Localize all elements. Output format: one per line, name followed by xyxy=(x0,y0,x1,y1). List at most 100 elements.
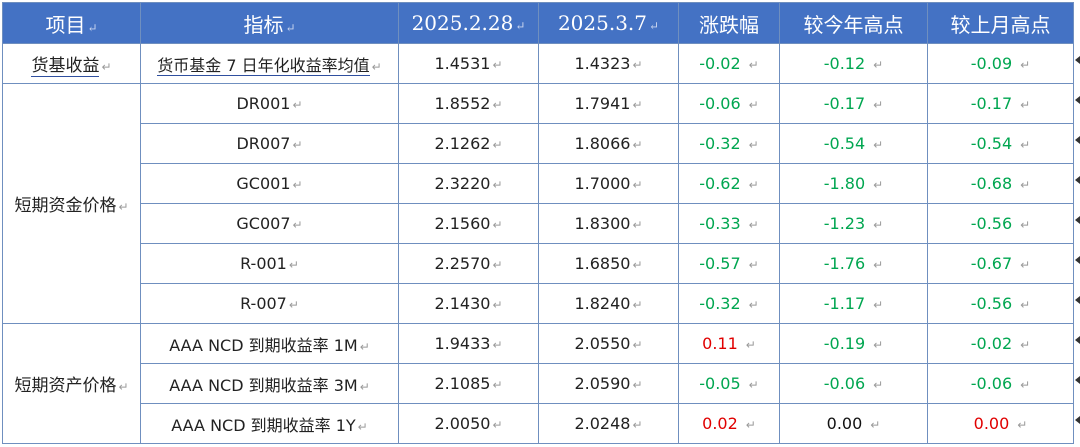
change-value: -0.05 xyxy=(699,374,741,393)
return-mark: ↵ xyxy=(1020,98,1031,112)
change-value-cell: 0.02 ↵ xyxy=(678,403,780,444)
value-date-1: 2.3220 xyxy=(434,174,491,193)
return-mark: ↵ xyxy=(492,218,503,232)
change-value-cell: -0.57 ↵ xyxy=(678,243,780,284)
value-date-2-cell: 1.8066 ↵ xyxy=(538,123,679,164)
return-mark: ↵ xyxy=(288,258,299,272)
vs-month-high-value-cell: -0.17 ↵ xyxy=(927,83,1074,124)
return-mark: ↵ xyxy=(748,378,759,392)
row-end-marker xyxy=(1075,336,1080,344)
return-mark: ↵ xyxy=(359,339,370,354)
value-date-1-cell: 1.4531 ↵ xyxy=(398,43,539,84)
vs-year-high-value-cell: -1.17 ↵ xyxy=(779,283,928,324)
value-date-1-cell: 2.1560 ↵ xyxy=(398,203,539,244)
return-mark: ↵ xyxy=(288,298,299,312)
return-mark: ↵ xyxy=(632,218,643,232)
value-date-2: 1.8240 xyxy=(574,294,631,313)
category-cell: 短期资产价格 ↵ xyxy=(2,323,141,444)
vs-month-high-value: -0.09 xyxy=(970,54,1013,73)
value-date-2: 1.7941 xyxy=(574,94,631,113)
value-date-2: 1.8300 xyxy=(574,214,631,233)
value-date-1: 2.1430 xyxy=(434,294,491,313)
return-mark: ↵ xyxy=(492,418,503,432)
return-mark: ↵ xyxy=(632,338,643,352)
value-date-1: 2.1560 xyxy=(434,214,491,233)
change-value: -0.62 xyxy=(699,174,741,193)
indicator-cell: DR007 xyxy=(236,134,291,153)
value-date-1-cell: 2.1262 ↵ xyxy=(398,123,539,164)
vs-year-high-value-cell: -0.12 ↵ xyxy=(779,43,928,84)
return-mark: ↵ xyxy=(292,98,303,112)
table-row: DR007 ↵ 2.1262 ↵ 1.8066 ↵ -0.32 ↵ -0.54 ↵ -0.54 ↵ xyxy=(3,123,1074,164)
return-mark: ↵ xyxy=(492,178,503,192)
return-mark: ↵ xyxy=(748,178,759,192)
change-value-cell: 0.11 ↵ xyxy=(678,323,780,364)
value-date-2: 1.6850 xyxy=(574,254,631,273)
change-value: -0.33 xyxy=(699,214,741,233)
return-mark: ↵ xyxy=(873,178,884,192)
indicator-cell-cell: DR007 ↵ xyxy=(140,123,399,164)
row-end-marker xyxy=(1075,136,1080,144)
vs-month-high-value-cell: -0.06 ↵ xyxy=(927,363,1074,404)
value-date-2-cell: 2.0550 ↵ xyxy=(538,323,679,364)
row-end-marker xyxy=(1075,296,1080,304)
value-date-1: 1.8552 xyxy=(434,94,491,113)
vs-year-high-value-cell: 0.00 ↵ xyxy=(779,403,928,444)
return-mark: ↵ xyxy=(1020,338,1031,352)
return-mark: ↵ xyxy=(1020,258,1031,272)
return-mark: ↵ xyxy=(748,258,759,272)
return-mark: ↵ xyxy=(873,338,884,352)
return-mark: ↵ xyxy=(632,298,643,312)
return-mark: ↵ xyxy=(748,58,759,72)
return-mark: ↵ xyxy=(748,298,759,312)
header-change: 涨跌幅 xyxy=(678,2,780,44)
vs-year-high-value-cell: -0.19 ↵ xyxy=(779,323,928,364)
header-date-1: 2025.2.28 ↵ xyxy=(398,2,539,44)
return-mark: ↵ xyxy=(873,58,884,72)
value-date-1-cell: 2.3220 ↵ xyxy=(398,163,539,204)
vs-year-high-value-cell: -0.54 ↵ xyxy=(779,123,928,164)
return-mark: ↵ xyxy=(492,338,503,352)
row-end-marker xyxy=(1075,416,1080,424)
return-mark: ↵ xyxy=(1020,178,1031,192)
header-vs-year-high: 较今年高点 xyxy=(779,2,928,44)
change-value-cell: -0.05 ↵ xyxy=(678,363,780,404)
vs-month-high-value-cell: -0.67 ↵ xyxy=(927,243,1074,284)
table-row: R-007 ↵ 2.1430 ↵ 1.8240 ↵ -0.32 ↵ -1.17 ↵ -0.56 ↵ xyxy=(3,283,1074,324)
header-item: 项目 ↵ xyxy=(2,2,141,44)
vs-year-high-value: -1.17 xyxy=(823,294,866,313)
return-mark: ↵ xyxy=(292,178,303,192)
table-row: AAA NCD 到期收益率 3M ↵ 2.1085 ↵ 2.0590 ↵ -0.05 ↵ -0.… xyxy=(3,363,1074,404)
value-date-2-cell: 1.4323 ↵ xyxy=(538,43,679,84)
table-row: GC007 ↵ 2.1560 ↵ 1.8300 ↵ -0.33 ↵ -1.23 ↵ -0.56 ↵ xyxy=(3,203,1074,244)
return-mark: ↵ xyxy=(873,298,884,312)
header-indicator: 指标 ↵ xyxy=(140,2,399,44)
indicator-cell-cell: AAA NCD 到期收益率 3M ↵ xyxy=(140,363,399,404)
value-date-2: 1.7000 xyxy=(574,174,631,193)
category-cell: 短期资金价格 ↵ xyxy=(2,83,141,324)
return-mark: ↵ xyxy=(101,60,112,74)
vs-month-high-value-cell: -0.02 ↵ xyxy=(927,323,1074,364)
row-end-marker xyxy=(1075,96,1080,104)
vs-year-high-value: -0.19 xyxy=(823,334,866,353)
indicator-cell-cell: R-001 ↵ xyxy=(140,243,399,284)
vs-year-high-value-cell: -1.76 ↵ xyxy=(779,243,928,284)
return-mark: ↵ xyxy=(492,258,503,272)
indicator-cell: 货币基金 7 日年化收益率均值 xyxy=(157,55,370,76)
change-value-cell: -0.06 ↵ xyxy=(678,83,780,124)
change-value-cell: -0.02 ↵ xyxy=(678,43,780,84)
vs-month-high-value: -0.56 xyxy=(970,214,1013,233)
value-date-2: 1.8066 xyxy=(574,134,631,153)
value-date-1-cell: 2.1430 ↵ xyxy=(398,283,539,324)
return-mark: ↵ xyxy=(359,379,370,394)
return-mark: ↵ xyxy=(873,98,884,112)
return-mark: ↵ xyxy=(870,418,881,432)
category-label: 短期资金价格 xyxy=(14,196,117,216)
category-label: 货基收益 xyxy=(31,56,100,77)
vs-year-high-value: -0.12 xyxy=(823,54,866,73)
change-value: -0.02 xyxy=(699,54,741,73)
change-value: 0.11 xyxy=(702,334,738,353)
indicator-cell-cell: R-007 ↵ xyxy=(140,283,399,324)
row-end-marker xyxy=(1075,376,1080,384)
value-date-2-cell: 2.0248 ↵ xyxy=(538,403,679,444)
